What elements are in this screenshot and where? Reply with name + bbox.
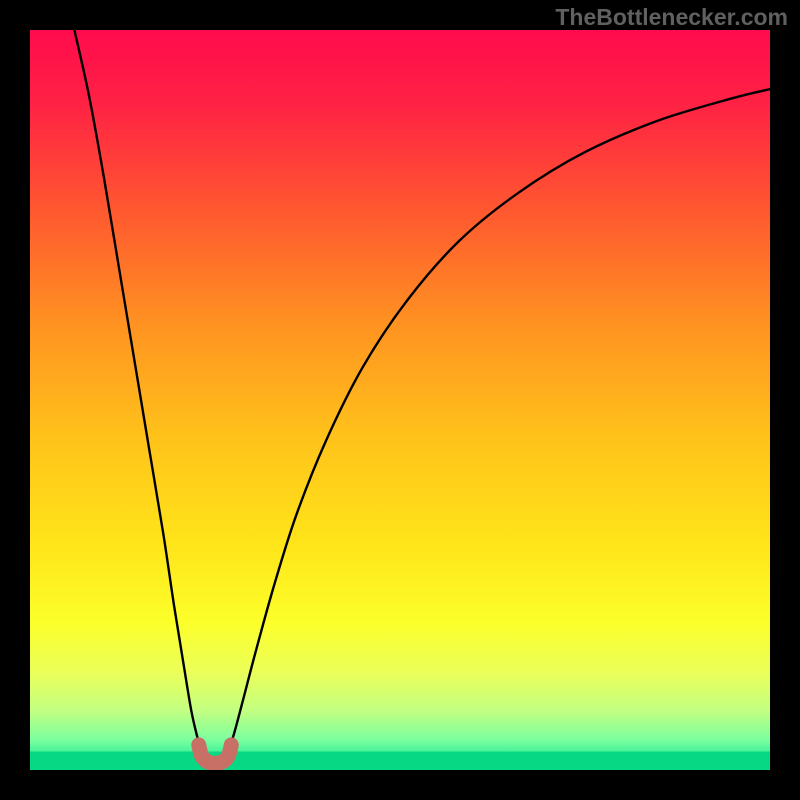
bottleneck-chart: TheBottlenecker.com bbox=[0, 0, 800, 800]
green-optimal-band bbox=[30, 752, 770, 771]
plot-area bbox=[30, 30, 770, 770]
watermark-text: TheBottlenecker.com bbox=[555, 4, 788, 31]
plot-svg bbox=[30, 30, 770, 770]
